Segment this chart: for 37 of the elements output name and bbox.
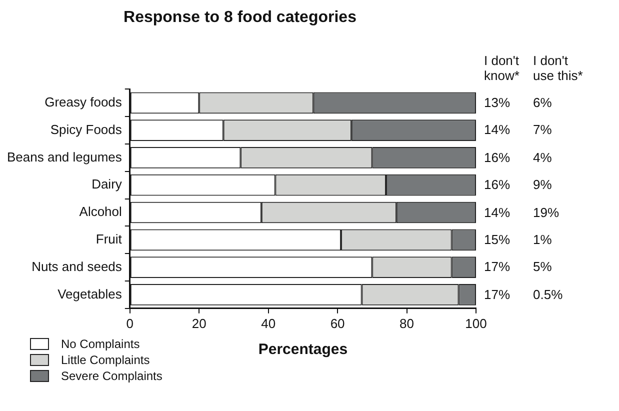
text: 14% [484, 204, 510, 220]
y-tick-label: Vegetables [58, 286, 122, 302]
text: I don't know* [484, 53, 520, 84]
x-tick-label: 20 [192, 316, 206, 331]
text: 5% [533, 259, 552, 274]
y-tick-label: Nuts and seeds [32, 258, 122, 274]
y-tick-label: Fruit [96, 231, 122, 246]
text: 4% [533, 150, 552, 165]
text: 19% [533, 204, 560, 220]
y-tick-label: Spicy Foods [50, 122, 122, 137]
chart-title: Response to 8 food categories [124, 9, 357, 26]
text: 6% [533, 94, 552, 110]
text: 14% [484, 122, 510, 138]
x-tick-label: 40 [261, 316, 276, 331]
y-tick-label: Beans and legumes [6, 149, 122, 164]
text: 13% [484, 94, 510, 110]
text: I don't use this* [533, 53, 584, 84]
text: 17% [484, 259, 510, 274]
y-tick-label: Greasy foods [44, 94, 122, 110]
y-tick-label: Alcohol [79, 204, 122, 220]
x-tick-label: 100 [465, 316, 487, 331]
text: 17% [484, 286, 510, 302]
x-tick-label: 0 [126, 316, 134, 331]
x-tick-label: 60 [330, 316, 345, 331]
text: 7% [533, 122, 552, 138]
text: 16% [484, 177, 510, 192]
text: 16% [484, 150, 510, 165]
y-tick-label: Dairy [92, 176, 122, 192]
legend-label: Severe Complaints [61, 369, 162, 384]
text: 1% [533, 232, 552, 247]
text: 9% [533, 177, 552, 192]
legend-label: Little Complaints [61, 353, 150, 368]
x-tick-label: 80 [400, 316, 414, 331]
text: 15% [484, 232, 510, 247]
text: 0.5% [533, 286, 563, 302]
x-axis-title: Percentages [258, 341, 348, 358]
text: No Complaints [61, 337, 140, 352]
